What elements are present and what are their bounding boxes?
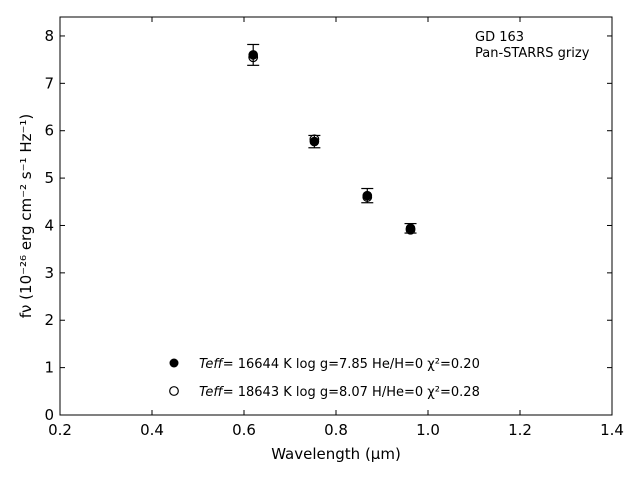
y-tick-label: 5 <box>44 169 54 187</box>
y-tick-label: 8 <box>44 27 54 45</box>
x-tick-label: 1.0 <box>416 421 440 439</box>
ticks-layer: 0.2 0.4 0.6 0.8 1.0 1.2 1.4 0 1 2 3 4 5 6 7 8 <box>44 17 624 439</box>
legend-entry-2-teff: Teff <box>199 385 224 400</box>
y-tick-label: 6 <box>44 122 54 140</box>
legend-marker-open <box>169 386 179 396</box>
legend-entry-1-text: = 16644 K log g=7.85 He/H=0 χ²=0.20 <box>223 357 480 372</box>
annotation-line-2: Pan-STARRS grizy <box>475 46 590 61</box>
legend-entry-2: Teff= 18643 K log g=8.07 H/He=0 χ²=0.28 <box>199 385 480 400</box>
x-tick-label: 0.6 <box>232 421 256 439</box>
x-tick-label: 1.2 <box>508 421 532 439</box>
x-tick-label: 1.4 <box>600 421 624 439</box>
y-tick-label: 3 <box>44 264 54 282</box>
x-axis-label: Wavelength (μm) <box>271 445 401 463</box>
x-tick-label: 0.8 <box>324 421 348 439</box>
data-point-filled <box>248 50 258 60</box>
annotation-line-1: GD 163 <box>475 30 524 45</box>
legend-entry-2-text: = 18643 K log g=8.07 H/He=0 χ²=0.28 <box>223 385 480 400</box>
legend-marker-filled <box>169 358 179 368</box>
y-axis-label: fν (10⁻²⁶ erg cm⁻² s⁻¹ Hz⁻¹) <box>17 114 35 319</box>
data-point-filled <box>309 136 320 147</box>
y-tick-label: 7 <box>44 74 54 92</box>
x-tick-label: 0.2 <box>48 421 72 439</box>
y-tick-label: 2 <box>44 311 54 329</box>
legend: Teff= 16644 K log g=7.85 He/H=0 χ²=0.20 … <box>169 357 480 400</box>
y-tick-label: 0 <box>44 406 54 424</box>
data-point-filled <box>362 190 373 201</box>
y-tick-label: 1 <box>44 359 54 377</box>
y-tick-label: 4 <box>44 216 54 234</box>
data-points-layer <box>247 43 417 235</box>
data-point-filled <box>405 223 416 234</box>
legend-entry-1-teff: Teff <box>199 357 224 372</box>
legend-entry-1: Teff= 16644 K log g=7.85 He/H=0 χ²=0.20 <box>199 357 480 372</box>
plot-frame <box>59 16 613 416</box>
x-tick-label: 0.4 <box>140 421 164 439</box>
